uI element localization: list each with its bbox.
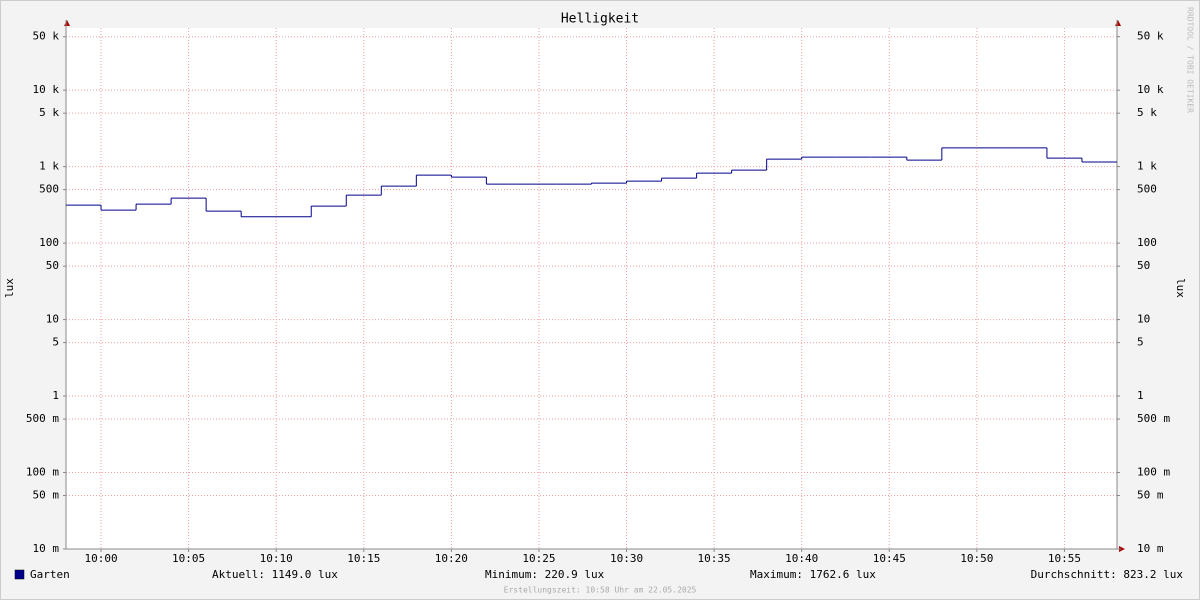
y2-axis-label: lux: [1174, 278, 1187, 298]
stat: Minimum: 220.9 lux: [485, 568, 605, 581]
y-tick-label: 5: [52, 336, 59, 349]
y2-tick-label: 50 m: [1137, 489, 1164, 502]
y-tick-label: 5 k: [39, 106, 59, 119]
y-tick-label: 100: [39, 236, 59, 249]
y2-tick-label: 1: [1137, 389, 1144, 402]
stat: Maximum: 1762.6 lux: [750, 568, 876, 581]
x-tick-label: 10:25: [522, 552, 555, 565]
axis-arrow: [1119, 546, 1125, 552]
y2-tick-label: 1 k: [1137, 160, 1157, 173]
y2-tick-label: 100: [1137, 236, 1157, 249]
y2-tick-label: 500 m: [1137, 412, 1170, 425]
x-tick-label: 10:05: [172, 552, 205, 565]
legend-label: Garten: [30, 568, 70, 581]
y-tick-label: 50 m: [33, 489, 60, 502]
y2-tick-label: 10 k: [1137, 83, 1164, 96]
y2-tick-label: 10: [1137, 313, 1150, 326]
x-tick-label: 10:50: [960, 552, 993, 565]
y2-tick-label: 50 k: [1137, 30, 1164, 43]
watermark: RRDTOOL / TOBI OETIKER: [1186, 7, 1195, 113]
stat: Aktuell: 1149.0 lux: [212, 568, 338, 581]
y-tick-label: 10: [46, 313, 59, 326]
x-tick-label: 10:55: [1048, 552, 1081, 565]
y-tick-label: 50: [46, 259, 59, 272]
x-tick-label: 10:20: [435, 552, 468, 565]
y-tick-label: 10 k: [33, 83, 60, 96]
y-axis-label: lux: [3, 278, 16, 298]
y-tick-label: 100 m: [26, 466, 59, 479]
y-tick-label: 1: [52, 389, 59, 402]
plot-area: [66, 28, 1117, 549]
x-tick-label: 10:45: [873, 552, 906, 565]
y2-tick-label: 5 k: [1137, 106, 1157, 119]
x-tick-label: 10:15: [347, 552, 380, 565]
x-tick-label: 10:30: [610, 552, 643, 565]
stat: Durchschnitt: 823.2 lux: [1031, 568, 1184, 581]
y-tick-label: 500 m: [26, 412, 59, 425]
y-tick-label: 50 k: [33, 30, 60, 43]
y-tick-label: 10 m: [33, 542, 60, 555]
x-tick-label: 10:40: [785, 552, 818, 565]
x-tick-label: 10:00: [84, 552, 117, 565]
y2-tick-label: 5: [1137, 336, 1144, 349]
footer: Erstellungszeit: 10:58 Uhr am 22.05.2025: [504, 586, 697, 595]
y2-tick-label: 100 m: [1137, 466, 1170, 479]
x-tick-label: 10:10: [260, 552, 293, 565]
y-tick-label: 1 k: [39, 160, 59, 173]
y2-tick-label: 500: [1137, 183, 1157, 196]
x-tick-label: 10:35: [698, 552, 731, 565]
legend-swatch: [14, 569, 25, 580]
y2-tick-label: 10 m: [1137, 542, 1164, 555]
y2-tick-label: 50: [1137, 259, 1150, 272]
chart-title: Helligkeit: [561, 12, 639, 27]
y-tick-label: 500: [39, 183, 59, 196]
